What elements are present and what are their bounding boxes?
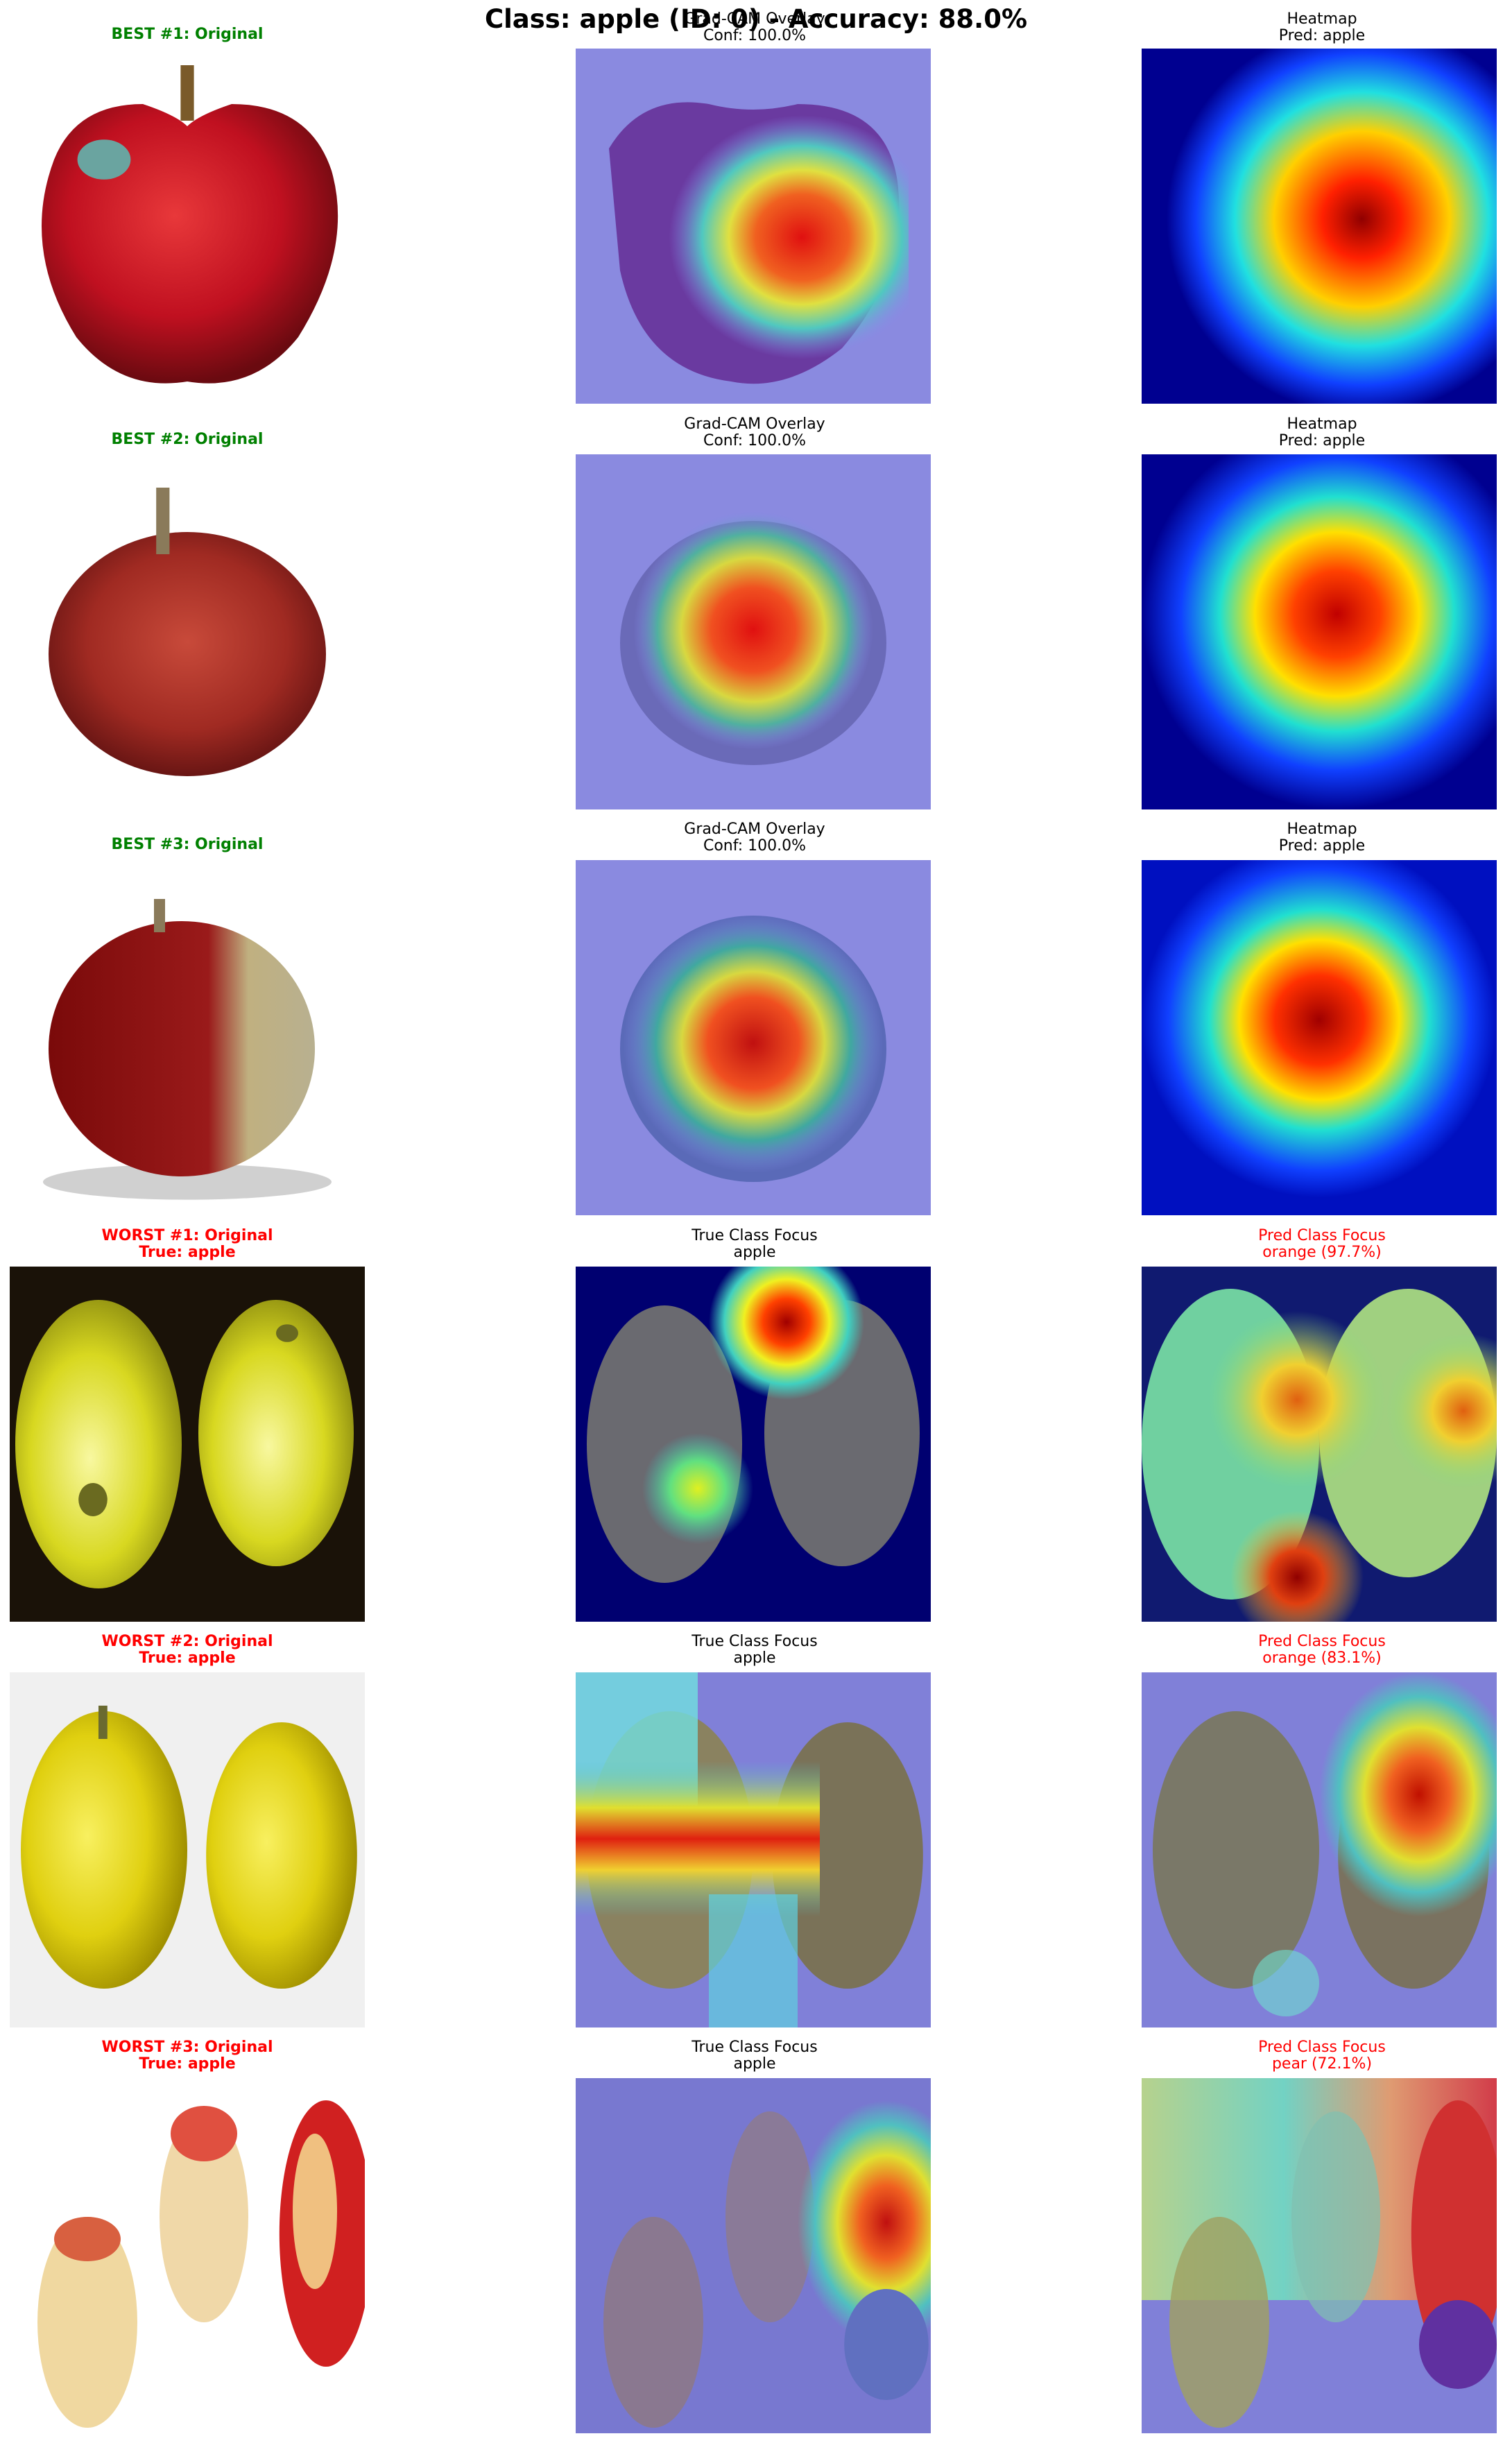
worst-2-true-class-focus <box>576 1672 931 2027</box>
best-2-overlay-title: Grad-CAM Overlay Conf: 100.0% <box>684 415 825 449</box>
best-2-heatmap <box>1142 454 1497 809</box>
best-1-heatmap <box>1142 49 1497 404</box>
best-2-original-title: BEST #2: Original <box>111 431 264 448</box>
worst-3-pred-class-focus <box>1142 2078 1497 2433</box>
worst-3-true-focus-title: True Class Focus apple <box>691 2039 818 2073</box>
best-3-original-image <box>10 860 365 1215</box>
worst-1-pred-class-focus <box>1142 1267 1497 1622</box>
worst-1-original-image <box>10 1267 365 1622</box>
best-3-heatmap-title: Heatmap Pred: apple <box>1278 821 1366 855</box>
worst-1-true-class-focus <box>576 1267 931 1622</box>
figure-suptitle: Class: apple (ID: 0) - Accuracy: 88.0% <box>484 4 1028 34</box>
best-1-gradcam-overlay <box>576 49 931 404</box>
best-3-heatmap <box>1142 860 1497 1215</box>
best-2-heatmap-title: Heatmap Pred: apple <box>1278 415 1366 449</box>
worst-3-pred-focus-title: Pred Class Focus pear (72.1%) <box>1258 2039 1386 2073</box>
worst-1-pred-focus-title: Pred Class Focus orange (97.7%) <box>1258 1227 1386 1261</box>
best-1-heatmap-title: Heatmap Pred: apple <box>1278 10 1366 44</box>
best-1-original-title: BEST #1: Original <box>111 26 264 43</box>
worst-3-original-title: WORST #3: Original True: apple <box>101 2039 273 2073</box>
worst-2-true-focus-title: True Class Focus apple <box>691 1633 818 1667</box>
worst-2-original-image <box>10 1672 365 2027</box>
best-3-original-title: BEST #3: Original <box>111 836 264 853</box>
best-2-gradcam-overlay <box>576 454 931 809</box>
best-3-overlay-title: Grad-CAM Overlay Conf: 100.0% <box>684 821 825 855</box>
worst-2-pred-focus-title: Pred Class Focus orange (83.1%) <box>1258 1633 1386 1667</box>
best-1-overlay-title: Grad-CAM Overlay Conf: 100.0% <box>684 10 825 44</box>
worst-3-original-image <box>10 2078 365 2433</box>
best-2-original-image <box>10 454 365 809</box>
worst-2-original-title: WORST #2: Original True: apple <box>101 1633 273 1667</box>
best-1-original-image <box>10 49 365 404</box>
worst-2-pred-class-focus <box>1142 1672 1497 2027</box>
worst-3-true-class-focus <box>576 2078 931 2433</box>
worst-1-original-title: WORST #1: Original True: apple <box>101 1227 273 1261</box>
best-3-gradcam-overlay <box>576 860 931 1215</box>
worst-1-true-focus-title: True Class Focus apple <box>691 1227 818 1261</box>
